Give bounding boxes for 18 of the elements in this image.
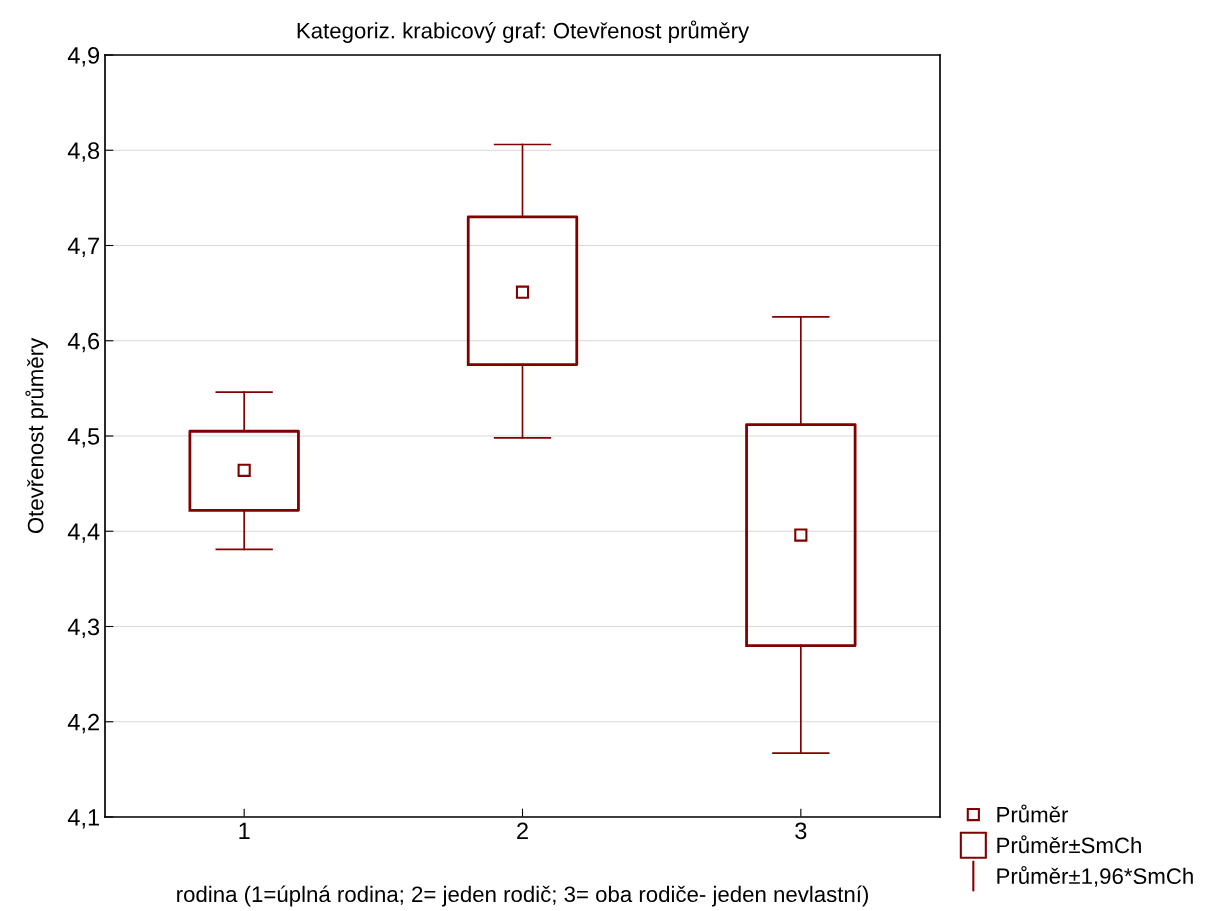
chart-title: Kategoriz. krabicový graf: Otevřenost průměry (297, 20, 750, 43)
x-axis-title: rodina (1=úplná rodina; 2= jeden rodič; 3= oba rodiče- jeden nevlastní) (177, 885, 868, 907)
y-tick-label: 4,9 (67, 47, 100, 67)
y-tick-label: 4,3 (67, 618, 100, 639)
x-tick-label: 1 (239, 822, 250, 839)
y-axis-title: Otevřenost průměry (25, 337, 48, 534)
y-tick-label: 4,4 (67, 523, 100, 543)
text: Průměr±SmCh (997, 835, 1141, 854)
y-tick-label: 4,2 (67, 713, 99, 734)
y-tick-label: 4,8 (67, 142, 100, 162)
text: Průměr (997, 804, 1069, 823)
y-tick-label: 4,1 (67, 809, 99, 829)
y-tick-label: 4,7 (67, 237, 99, 258)
x-tick-label: 3 (795, 822, 807, 840)
y-tick-label: 4,6 (67, 332, 100, 353)
y-tick-label: 4,5 (67, 428, 100, 448)
x-tick-label: 2 (517, 822, 528, 839)
text: Průměr±1,96*SmCh (997, 865, 1193, 887)
